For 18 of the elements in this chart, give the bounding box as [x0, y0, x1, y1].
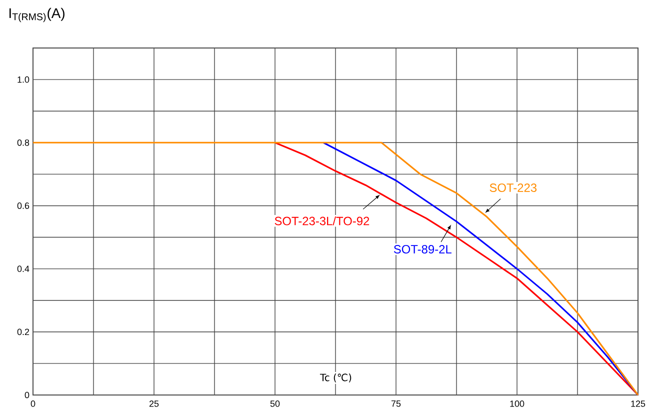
x-tick-label: 100	[510, 400, 524, 407]
x-tick-label: 50	[270, 400, 280, 407]
text: SOT-23-3L/TO-92	[274, 216, 370, 226]
y-tick-label: 0.6	[17, 202, 30, 209]
y-tick-label: 1.0	[18, 76, 30, 83]
y-tick-label: 0.4	[17, 266, 30, 272]
y-axis-title: I$_{T(RMS)}$(A)	[9, 8, 64, 22]
x-tick-label: 75	[391, 400, 401, 407]
y-tick-label: 0.8	[17, 139, 30, 146]
series-label: SOT-89-2L	[394, 245, 452, 254]
y-tick-label: 0.2	[17, 328, 30, 336]
series-label: SOT-223	[490, 184, 537, 192]
x-tick-label: 0	[30, 400, 36, 407]
x-axis-title: Tc (℃)	[320, 374, 352, 382]
y-tick-label: 0	[24, 392, 30, 398]
x-tick-label: 25	[149, 400, 159, 407]
x-tick-label: 125	[631, 400, 646, 407]
line-series	[32, 142, 639, 396]
